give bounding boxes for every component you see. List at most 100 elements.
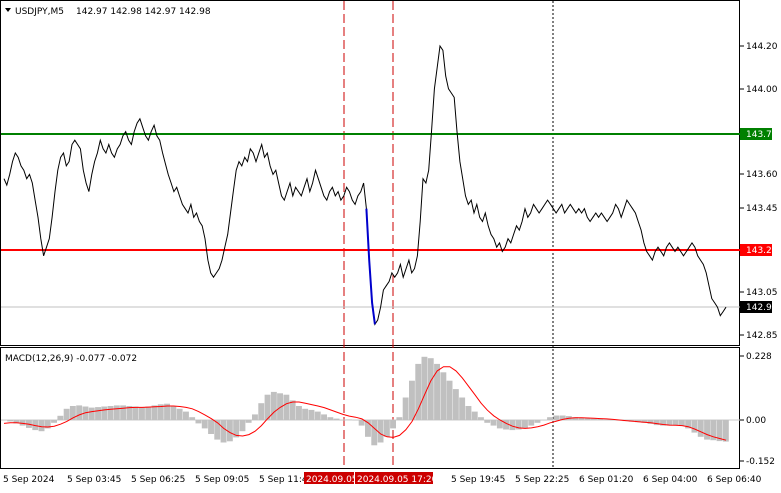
macd-histogram-bar (126, 406, 133, 420)
macd-histogram-bar (459, 397, 466, 420)
macd-histogram-bar (308, 409, 315, 420)
macd-histogram-bar (415, 363, 422, 420)
macd-histogram-bar (358, 420, 365, 426)
macd-histogram-bar (145, 406, 152, 420)
macd-histogram-bar (7, 420, 14, 422)
macd-histogram-bar (201, 420, 208, 429)
macd-histogram-bar (321, 414, 327, 420)
macd-label: MACD(12,26,9) -0.077 -0.072 (5, 354, 137, 364)
price-axis-label: 143.05 (746, 288, 778, 298)
macd-histogram-bar (421, 356, 428, 420)
macd-axis-label: -0.152 (746, 457, 775, 467)
macd-histogram-bar (591, 418, 597, 420)
macd-histogram-bar (528, 420, 535, 426)
macd-histogram-bar (289, 400, 296, 420)
macd-histogram-bar (239, 420, 246, 432)
macd-histogram-bar (572, 417, 579, 420)
macd-histogram-bar (132, 406, 139, 420)
macd-histogram-bar (409, 380, 415, 420)
macd-histogram-bar (327, 417, 334, 420)
macd-histogram-bar (722, 420, 729, 442)
time-axis-label: 6 Sep 01:20 (579, 475, 634, 485)
macd-histogram-bar (553, 415, 560, 420)
green-level-tag (740, 128, 772, 140)
macd-histogram-bar (346, 419, 353, 420)
macd-histogram-bar (496, 420, 503, 429)
price-pane-frame (0, 0, 740, 346)
macd-histogram-bar (95, 407, 101, 420)
macd-histogram-bar (44, 420, 51, 429)
macd-histogram-bar (390, 420, 396, 429)
macd-histogram-bar (584, 418, 591, 420)
macd-histogram-bar (666, 420, 673, 426)
macd-histogram-bar (277, 393, 283, 420)
price-axis-label: 142.85 (746, 331, 778, 341)
macd-histogram-bar (226, 420, 233, 442)
macd-histogram-bar (183, 411, 189, 420)
time-axis-label: 6 Sep 04:00 (643, 475, 698, 485)
macd-histogram-bar (641, 420, 648, 423)
macd-histogram-bar (434, 363, 440, 420)
macd-histogram-bar (609, 420, 616, 421)
macd-histogram-bar (427, 358, 434, 420)
time-axis-label: 6 Sep 06:40 (707, 475, 762, 485)
macd-histogram-bar (691, 420, 698, 433)
time-axis[interactable]: 5 Sep 2024 5 Sep 03:45 5 Sep 06:25 5 Sep… (3, 472, 762, 485)
triangle-down-icon[interactable] (5, 8, 11, 12)
macd-histogram-bar (547, 417, 553, 420)
macd-histogram-bar (208, 420, 214, 434)
macd-histogram-bar (57, 415, 64, 420)
macd-axis[interactable]: 0.228 0.00 -0.152 (740, 352, 775, 467)
macd-histogram-bar (685, 420, 692, 429)
symbol-header[interactable]: USDJPY,M5 142.97 142.98 142.97 142.98 (5, 7, 211, 17)
time-axis-label: 5 Sep 19:45 (451, 475, 505, 485)
macd-histogram-bar (697, 420, 704, 437)
macd-histogram-bar (120, 405, 127, 420)
macd-histogram-bar (471, 411, 478, 420)
macd-histogram-bar (653, 420, 660, 426)
macd-histogram-bar (296, 406, 302, 420)
macd-histogram-bar (603, 419, 610, 420)
macd-histogram-bar (396, 417, 403, 420)
macd-histogram (0, 356, 729, 446)
symbol-label: USDJPY,M5 (15, 7, 64, 17)
macd-histogram-bar (710, 420, 717, 441)
macd-histogram-bar (484, 420, 491, 423)
current-price-tag-text: 142.98 (746, 303, 778, 313)
macd-histogram-bar (270, 391, 277, 420)
price-axis[interactable]: 144.20 144.00 143.78 143.60 143.45 143.2… (740, 42, 778, 341)
macd-histogram-bar (647, 420, 654, 424)
time-axis-label: 5 Sep 09:05 (195, 475, 249, 485)
green-level-tag-text: 143.78 (746, 130, 778, 140)
macd-histogram-bar (101, 406, 108, 420)
macd-histogram-bar (164, 403, 170, 420)
macd-histogram-bar (540, 420, 547, 421)
left-date-tag (304, 472, 354, 484)
macd-histogram-bar (503, 420, 509, 430)
macd-histogram-bar (189, 417, 196, 420)
macd-histogram-bar (509, 420, 516, 431)
macd-histogram-bar (490, 420, 497, 426)
macd-histogram-bar (195, 420, 202, 424)
macd-histogram-bar (157, 404, 164, 420)
macd-histogram-bar (113, 405, 120, 420)
macd-histogram-bar (597, 418, 604, 420)
macd-histogram-bar (534, 420, 541, 423)
macd-histogram-bar (214, 420, 221, 440)
macd-histogram-bar (578, 417, 585, 420)
macd-histogram-bar (302, 408, 309, 420)
macd-histogram-bar (465, 406, 472, 420)
macd-histogram-bar (264, 394, 271, 420)
blue-highlight-segment (365, 208, 376, 325)
macd-histogram-bar (258, 403, 265, 420)
macd-histogram-bar (371, 420, 378, 446)
macd-histogram-bar (440, 372, 447, 420)
macd-histogram-bar (314, 411, 321, 420)
price-axis-label: 143.60 (746, 170, 778, 180)
macd-histogram-bar (252, 414, 258, 420)
macd-histogram-bar (333, 418, 340, 420)
time-axis-label: 5 Sep 03:45 (67, 475, 121, 485)
macd-histogram-bar (88, 407, 95, 420)
